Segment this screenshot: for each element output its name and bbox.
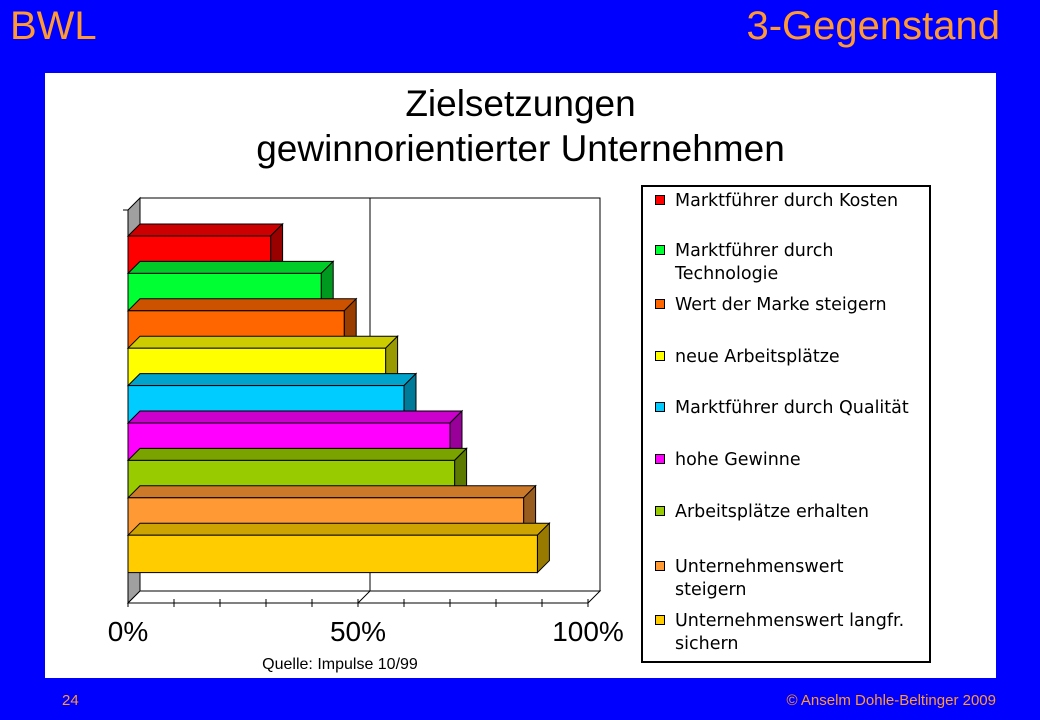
legend-label-6-line-1: hohe Gewinne	[675, 450, 801, 470]
legend-label-2-line-2: Technologie	[675, 264, 779, 284]
legend-swatch-3	[655, 299, 665, 309]
legend-label-9-line-1: Unternehmenswert langfr.	[675, 611, 905, 631]
legend-label-5-line-1: Marktführer durch Qualität	[675, 398, 909, 418]
legend-label-3: Wert der Marke steigern	[675, 294, 933, 317]
x-tick-label-100: 100%	[552, 616, 624, 647]
legend-label-4-line-1: neue Arbeitsplätze	[675, 347, 840, 367]
bar-top-4	[126, 335, 399, 349]
legend-label-8: Unternehmenswert steigern	[675, 556, 933, 602]
bar-top-3	[126, 298, 358, 312]
legend-label-2: Marktführer durch Technologie	[675, 240, 933, 286]
bar-chart: 0% 50% 100%	[108, 196, 624, 647]
legend-swatch-5	[655, 402, 665, 412]
legend-label-7: Arbeitsplätze erhalten	[675, 501, 933, 524]
chart-title-line-2: gewinnorientierter Unternehmen	[256, 128, 785, 169]
legend-label-1-line-1: Marktführer durch Kosten	[675, 191, 899, 211]
x-tick-label-0: 0%	[108, 616, 148, 647]
legend-label-8-line-2: steigern	[675, 580, 747, 600]
legend-swatch-2	[655, 245, 665, 255]
legend-swatch-9	[655, 615, 665, 625]
legend-swatch-6	[655, 454, 665, 464]
legend-label-3-line-1: Wert der Marke steigern	[675, 295, 887, 315]
source-note: Quelle: Impulse 10/99	[262, 656, 418, 673]
legend-label-7-line-1: Arbeitsplätze erhalten	[675, 502, 870, 522]
chart-title-line-1: Zielsetzungen	[405, 83, 636, 124]
chart-title: Zielsetzungen gewinnorientierter Unterne…	[45, 81, 996, 171]
legend-swatch-8	[655, 561, 665, 571]
bar-top-1	[126, 223, 284, 237]
bar-top-7	[126, 447, 468, 461]
legend-swatch-7	[655, 506, 665, 516]
legend-label-9: Unternehmenswert langfr. sichern	[675, 610, 933, 656]
header-right-title: 3-Gegenstand	[746, 4, 1000, 48]
legend-label-1: Marktführer durch Kosten	[675, 190, 933, 213]
legend-swatch-4	[655, 351, 665, 361]
chart-legend: Marktführer durch Kosten Marktführer durc…	[641, 185, 931, 663]
bar-top-8	[126, 485, 537, 499]
bar-9	[127, 534, 538, 574]
page-number: 24	[62, 692, 79, 709]
legend-label-9-line-2: sichern	[675, 634, 739, 654]
legend-label-6: hohe Gewinne	[675, 449, 933, 472]
copyright-notice: © Anselm Dohle-Beltinger 2009	[786, 692, 996, 709]
x-tick-label-50: 50%	[330, 616, 386, 647]
slide-panel: Zielsetzungen gewinnorientierter Unterne…	[45, 73, 996, 678]
header-left-title: BWL	[10, 4, 97, 48]
bar-top-6	[126, 410, 464, 424]
legend-label-2-line-1: Marktführer durch	[675, 241, 834, 261]
legend-label-4: neue Arbeitsplätze	[675, 346, 933, 369]
legend-label-5: Marktführer durch Qualität	[675, 397, 933, 420]
legend-swatch-1	[655, 195, 665, 205]
bar-top-5	[126, 373, 418, 387]
legend-label-8-line-1: Unternehmenswert	[675, 557, 844, 577]
bar-top-2	[126, 260, 335, 274]
gridline-50-floor	[357, 590, 371, 604]
bar-top-9	[126, 522, 551, 536]
